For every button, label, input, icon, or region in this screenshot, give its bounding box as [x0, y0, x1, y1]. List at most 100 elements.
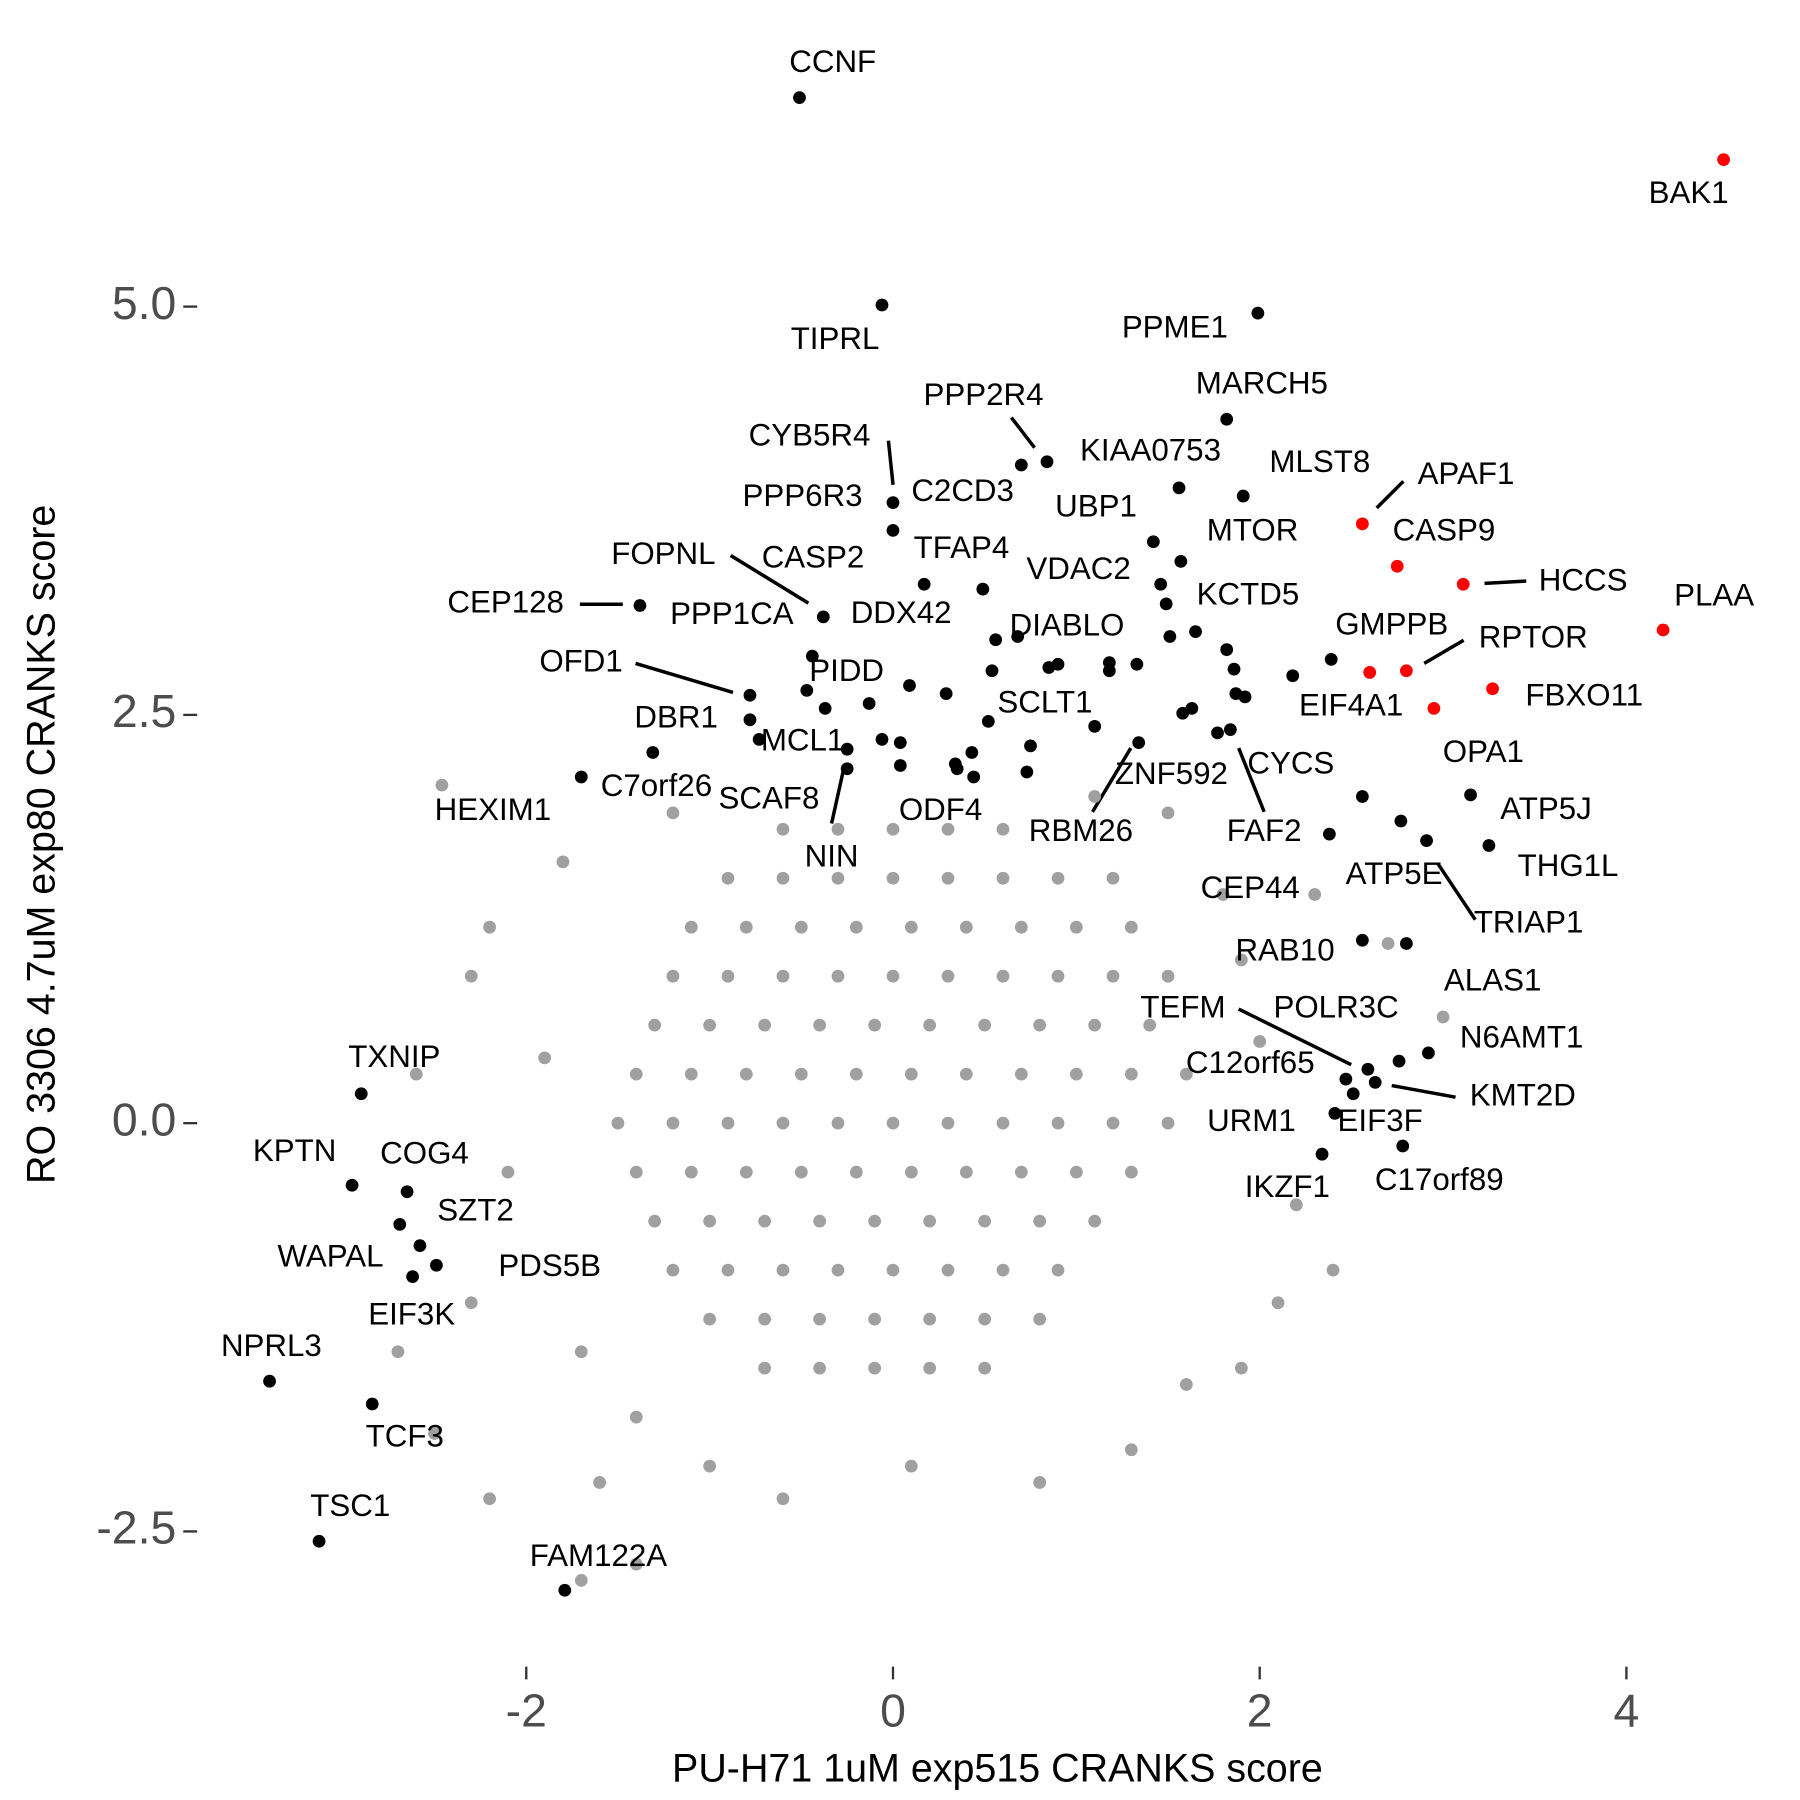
point: [886, 1263, 900, 1277]
point-label: HCCS: [1539, 562, 1628, 597]
point: [800, 684, 814, 697]
point: [996, 969, 1010, 983]
point-label: TCF3: [366, 1418, 444, 1453]
point: [1356, 790, 1369, 803]
point: [818, 701, 832, 715]
point: [406, 1270, 419, 1284]
point-label: MARCH5: [1196, 365, 1328, 400]
point: [1088, 719, 1102, 733]
point: [1088, 790, 1102, 803]
point-label: CYCS: [1247, 746, 1334, 781]
point: [574, 1345, 588, 1359]
point: [886, 822, 900, 836]
point: [703, 1459, 717, 1473]
point-label: TSC1: [310, 1488, 390, 1523]
point: [950, 762, 964, 776]
point: [941, 1116, 955, 1130]
point-label: EIF3K: [368, 1297, 455, 1332]
point: [1234, 953, 1248, 967]
point: [776, 969, 790, 983]
point-label: BAK1: [1649, 175, 1729, 210]
point-label: MCL1: [761, 723, 844, 758]
point: [464, 969, 478, 983]
point: [1315, 1147, 1329, 1161]
point: [941, 1263, 955, 1277]
point: [1251, 306, 1265, 320]
point: [776, 1263, 790, 1277]
point-label: KIAA0753: [1080, 433, 1221, 468]
point: [904, 1459, 918, 1473]
point: [391, 1345, 405, 1359]
point: [1356, 517, 1369, 531]
point-label: PIDD: [809, 653, 884, 688]
point: [629, 1067, 643, 1081]
point: [813, 1361, 827, 1375]
point: [1132, 736, 1146, 750]
point: [721, 969, 735, 983]
point-label: PDS5B: [498, 1248, 601, 1283]
point: [483, 1492, 496, 1506]
point: [1656, 623, 1670, 637]
point: [633, 599, 647, 612]
point: [776, 871, 790, 885]
point-label: RAB10: [1235, 932, 1334, 967]
point-label: NIN: [805, 839, 859, 874]
point-label: THG1L: [1518, 848, 1619, 883]
point-label: CEP128: [447, 585, 564, 620]
point-label: PPP2R4: [923, 377, 1043, 412]
point: [1189, 625, 1202, 638]
point-label: VDAC2: [1026, 551, 1130, 586]
point: [721, 1116, 735, 1130]
point: [923, 1361, 937, 1375]
point: [574, 1574, 588, 1587]
y-tick-label: 5.0: [112, 277, 176, 329]
point: [1088, 1214, 1102, 1228]
point: [886, 969, 900, 983]
point: [831, 969, 845, 983]
point-label: URM1: [1207, 1103, 1296, 1138]
point-label: C2CD3: [911, 473, 1014, 508]
point-label: HEXIM1: [435, 792, 552, 827]
y-tick-label: 0.0: [112, 1093, 176, 1145]
point: [965, 746, 979, 759]
point: [354, 1087, 368, 1101]
point: [1069, 920, 1083, 934]
point: [813, 1018, 827, 1032]
point-label: KMT2D: [1470, 1077, 1576, 1112]
point: [793, 91, 806, 104]
point: [703, 1312, 717, 1326]
point-label: APAF1: [1418, 456, 1515, 491]
point: [393, 1218, 407, 1231]
point: [464, 1296, 478, 1310]
point: [1308, 888, 1322, 901]
point: [1014, 1165, 1028, 1179]
point: [593, 1476, 606, 1489]
point-label: FOPNL: [611, 536, 715, 571]
point: [886, 1116, 900, 1130]
point: [959, 1165, 973, 1179]
x-tick-label: 0: [880, 1684, 906, 1736]
point-label: KPTN: [253, 1133, 336, 1168]
point: [1271, 1296, 1285, 1310]
point-label: EIF3F: [1338, 1103, 1423, 1138]
point-label: CEP44: [1201, 870, 1300, 905]
point: [862, 697, 876, 710]
point: [978, 1214, 992, 1228]
point: [758, 1018, 772, 1032]
point-label: FAF2: [1227, 813, 1302, 848]
point: [703, 1018, 717, 1032]
point: [849, 1165, 863, 1179]
point: [831, 1116, 845, 1130]
point: [666, 1263, 680, 1277]
point: [923, 1214, 937, 1228]
point: [1238, 690, 1252, 704]
point: [904, 1067, 918, 1081]
point-label: TEFM: [1140, 989, 1225, 1024]
point: [1394, 814, 1408, 828]
point: [978, 1312, 992, 1326]
point: [739, 1165, 753, 1179]
point-label: COG4: [380, 1135, 469, 1170]
point: [1124, 1165, 1138, 1179]
point: [996, 871, 1010, 885]
